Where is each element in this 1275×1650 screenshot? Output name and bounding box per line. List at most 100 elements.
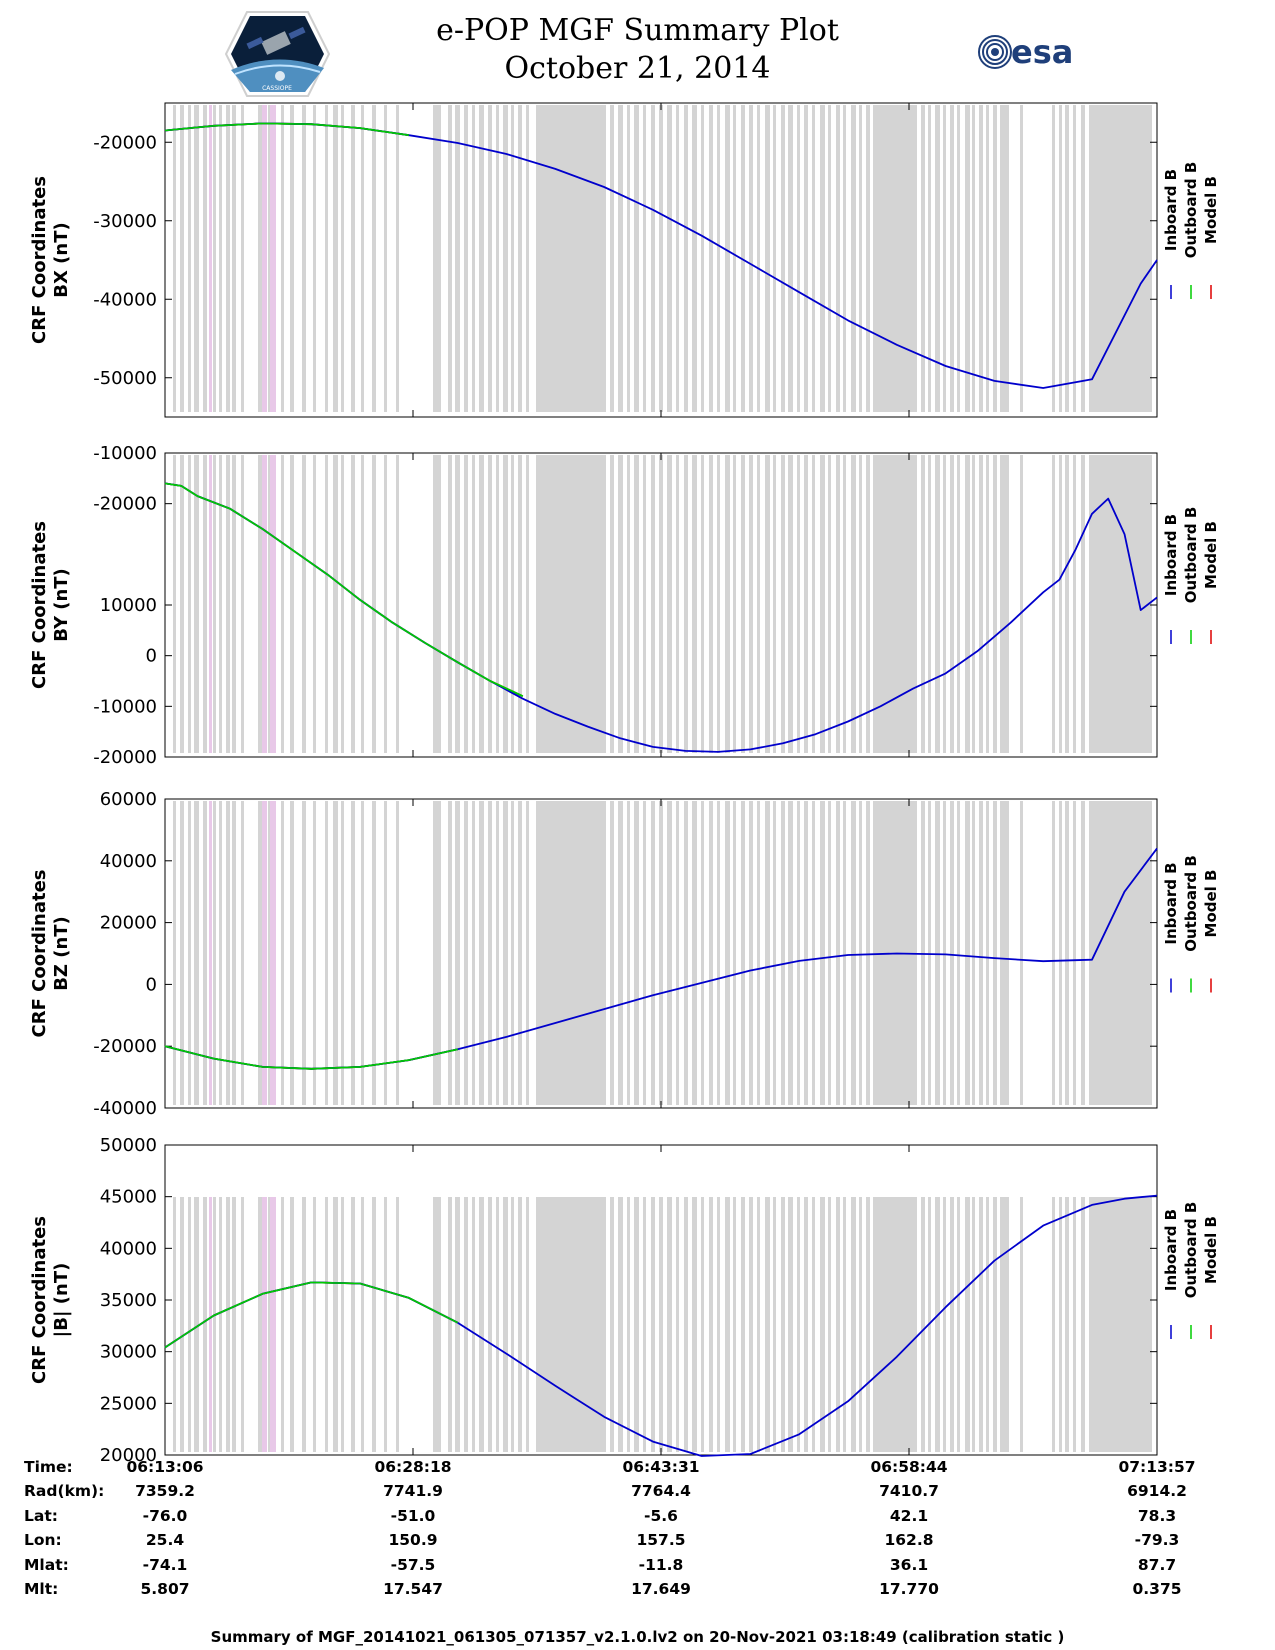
data-gap-stripe bbox=[921, 801, 925, 1105]
data-gap-stripe bbox=[836, 105, 840, 412]
legend-label: Model B bbox=[1202, 1216, 1220, 1284]
data-gap-stripe bbox=[384, 1197, 387, 1452]
data-gap-stripe bbox=[935, 801, 940, 1105]
gap-stripe-pink bbox=[270, 801, 276, 1105]
data-gap-stripe bbox=[203, 801, 207, 1105]
title-line-1: e-POP MGF Summary Plot bbox=[436, 13, 839, 48]
data-gap-stripe bbox=[610, 1197, 614, 1452]
data-gap-stripe bbox=[928, 801, 931, 1105]
data-gap-stripe bbox=[372, 105, 376, 412]
data-gap-stripe bbox=[518, 455, 522, 753]
y-tick-label: 25000 bbox=[100, 1393, 157, 1414]
data-gap-stripe bbox=[757, 105, 760, 412]
data-gap-stripe bbox=[935, 105, 940, 412]
data-gap-stripe bbox=[701, 801, 704, 1105]
data-gap-stripe bbox=[943, 1197, 946, 1452]
data-gap-stripe bbox=[627, 1197, 630, 1452]
data-gap-stripe bbox=[820, 105, 825, 412]
data-gap-stripe bbox=[213, 801, 216, 1105]
data-gap-stripe bbox=[511, 1197, 514, 1452]
data-gap-stripe bbox=[828, 455, 831, 753]
data-gap-stripe bbox=[188, 1197, 191, 1452]
gap-stripe-pink bbox=[209, 801, 212, 1105]
data-gap-stripe bbox=[972, 105, 975, 412]
legend-label: Outboard B bbox=[1182, 1202, 1200, 1299]
data-gap-stripe bbox=[859, 801, 862, 1105]
legend-label: Model B bbox=[1202, 870, 1220, 938]
data-gap-stripe bbox=[701, 105, 704, 412]
data-gap-stripe bbox=[610, 105, 614, 412]
data-gap-stripe bbox=[651, 801, 655, 1105]
data-gap-stripe bbox=[859, 1197, 862, 1452]
data-gap-stripe bbox=[1052, 105, 1055, 412]
data-gap-stripe bbox=[188, 455, 191, 753]
data-gap-stripe bbox=[290, 105, 294, 412]
data-gap-stripe bbox=[488, 455, 492, 753]
data-gap-stripe bbox=[843, 105, 846, 412]
cassiope-satellite-logo: CASSIOPE bbox=[225, 11, 330, 97]
y-tick-label: -50000 bbox=[93, 368, 157, 389]
cassiope-logo-text: CASSIOPE bbox=[262, 85, 292, 92]
data-gap-stripe bbox=[341, 1197, 344, 1452]
data-gap-stripe bbox=[496, 1197, 499, 1452]
data-gap-stripe bbox=[843, 801, 846, 1105]
data-gap-stripe bbox=[232, 1197, 236, 1452]
data-gap-stripe bbox=[464, 455, 468, 753]
panel-1: -20000 -30000 -40000 -50000 CRF CoordinatesB… bbox=[29, 102, 1220, 418]
legend-label: Outboard B bbox=[1182, 855, 1200, 952]
data-gap-stripe bbox=[194, 1197, 199, 1452]
data-gap-stripe bbox=[351, 801, 355, 1105]
series-model-b bbox=[164, 1281, 459, 1349]
data-gap-stripe bbox=[979, 105, 983, 412]
data-gap-stripe bbox=[828, 1197, 831, 1452]
data-gap-stripe bbox=[1000, 801, 1009, 1105]
data-gap-stripe bbox=[765, 455, 770, 753]
esa-logo-text: esa bbox=[1011, 33, 1073, 71]
data-gap-stripe bbox=[965, 801, 970, 1105]
data-gap-stripe bbox=[667, 455, 672, 753]
data-gap-stripe bbox=[173, 105, 176, 412]
data-gap-stripe bbox=[472, 801, 475, 1105]
y-tick-label: -20000 bbox=[93, 1036, 157, 1057]
data-gap-stripe bbox=[812, 105, 815, 412]
data-gap-stripe bbox=[757, 1197, 760, 1452]
data-gap-stripe bbox=[194, 455, 199, 753]
data-gap-stripe bbox=[725, 801, 730, 1105]
legend-label: Model B bbox=[1202, 521, 1220, 589]
data-gap-stripe bbox=[1052, 1197, 1055, 1452]
data-gap-stripe bbox=[1059, 105, 1062, 412]
y-tick-label: -20000 bbox=[93, 747, 157, 768]
data-gap-stripe bbox=[1081, 105, 1085, 412]
data-gap-stripe bbox=[866, 105, 870, 412]
data-gap-stripe bbox=[765, 105, 770, 412]
data-gap-stripe bbox=[820, 801, 825, 1105]
y-axis-label-line2: BZ (nT) bbox=[51, 916, 72, 991]
data-gap-stripe bbox=[188, 801, 191, 1105]
data-gap-stripe bbox=[313, 105, 316, 412]
data-gap-stripe bbox=[659, 801, 663, 1105]
data-gap-stripe bbox=[384, 801, 387, 1105]
data-gap-stripe bbox=[488, 801, 492, 1105]
data-gap-stripe bbox=[213, 105, 216, 412]
data-gap-stripe bbox=[448, 1197, 452, 1452]
data-gap-stripe bbox=[433, 801, 441, 1105]
legend-label: Inboard B bbox=[1162, 1209, 1180, 1291]
data-gap-stripe bbox=[804, 1197, 808, 1452]
gap-stripe-pink bbox=[209, 455, 212, 753]
data-gap-stripe bbox=[618, 105, 623, 412]
data-gap-stripe bbox=[866, 801, 870, 1105]
data-gap-stripe bbox=[1059, 801, 1062, 1105]
data-gap-stripe bbox=[781, 801, 785, 1105]
data-gap-stripe bbox=[676, 455, 679, 753]
data-gap-stripe bbox=[1065, 455, 1069, 753]
data-gap-stripe bbox=[455, 1197, 460, 1452]
data-gap-stripe bbox=[1052, 455, 1055, 753]
data-gap-stripe bbox=[957, 1197, 960, 1452]
data-gap-stripe bbox=[1081, 455, 1085, 753]
data-gap-stripe bbox=[372, 801, 376, 1105]
data-gap-stripe bbox=[1059, 1197, 1062, 1452]
data-gap-stripe bbox=[180, 1197, 184, 1452]
data-gap-stripe bbox=[241, 105, 244, 412]
data-gap-stripe bbox=[634, 105, 639, 412]
data-gap-stripe bbox=[676, 105, 679, 412]
